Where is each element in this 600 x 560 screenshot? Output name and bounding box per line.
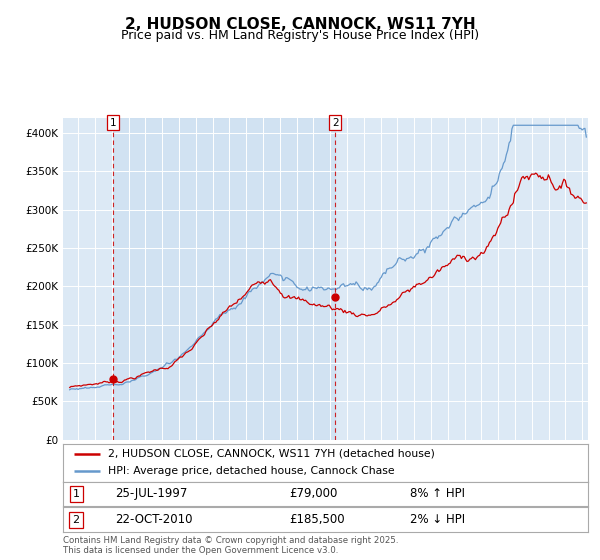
Text: 2, HUDSON CLOSE, CANNOCK, WS11 7YH (detached house): 2, HUDSON CLOSE, CANNOCK, WS11 7YH (deta… (107, 449, 434, 459)
Text: 2, HUDSON CLOSE, CANNOCK, WS11 7YH: 2, HUDSON CLOSE, CANNOCK, WS11 7YH (125, 17, 475, 32)
Text: 2: 2 (73, 515, 80, 525)
Text: 1: 1 (109, 118, 116, 128)
Text: 2% ↓ HPI: 2% ↓ HPI (409, 513, 464, 526)
Text: HPI: Average price, detached house, Cannock Chase: HPI: Average price, detached house, Cann… (107, 466, 394, 477)
Text: 22-OCT-2010: 22-OCT-2010 (115, 513, 193, 526)
Text: 25-JUL-1997: 25-JUL-1997 (115, 487, 188, 501)
Text: Contains HM Land Registry data © Crown copyright and database right 2025.
This d: Contains HM Land Registry data © Crown c… (63, 536, 398, 556)
Text: 8% ↑ HPI: 8% ↑ HPI (409, 487, 464, 501)
Text: £79,000: £79,000 (289, 487, 337, 501)
Text: Price paid vs. HM Land Registry's House Price Index (HPI): Price paid vs. HM Land Registry's House … (121, 29, 479, 42)
Text: 1: 1 (73, 489, 80, 499)
Bar (113, 118, 335, 440)
Text: 2: 2 (332, 118, 338, 128)
Text: £185,500: £185,500 (289, 513, 344, 526)
